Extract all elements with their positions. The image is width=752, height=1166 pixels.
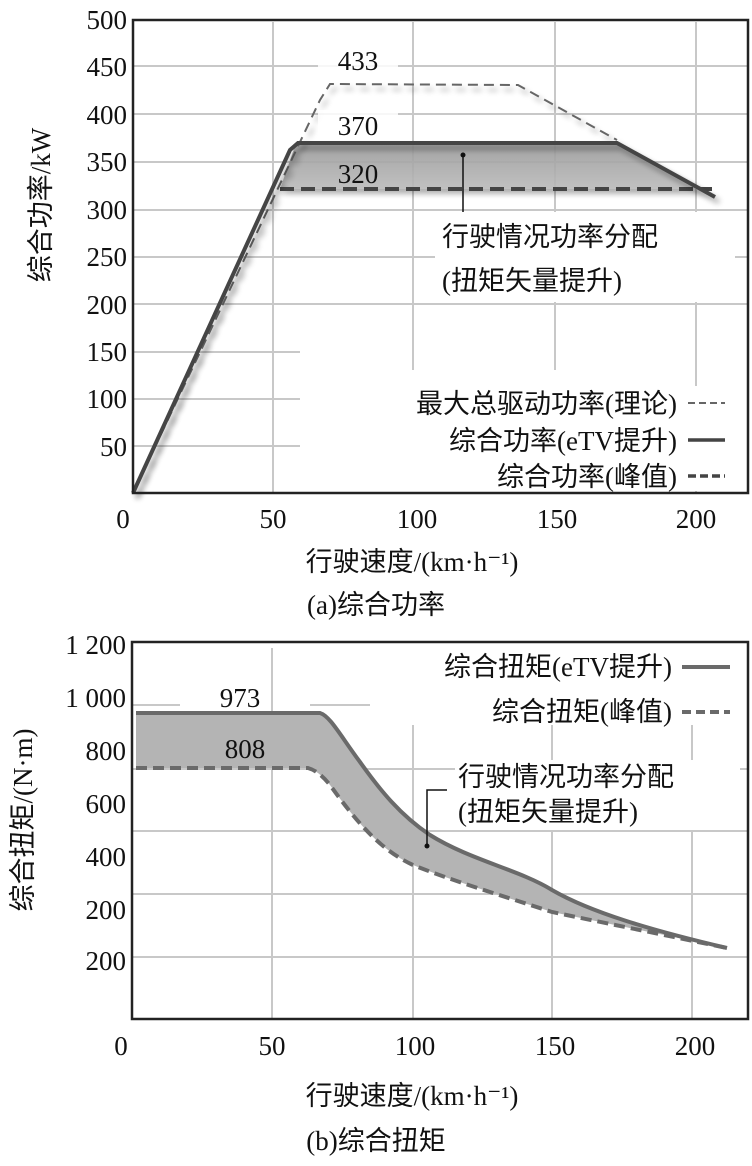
legend-peak-torque: 综合扭矩(峰值): [492, 697, 672, 727]
chart-b-caption: (b)综合扭矩: [306, 1126, 445, 1156]
legend-theoretical-max: 最大总驱动功率(理论): [416, 389, 677, 419]
chart-a-annotation-line1: 行驶情况功率分配: [442, 222, 658, 252]
chart-a-label-370: 370: [338, 111, 379, 141]
chart-b-annotation-line1: 行驶情况功率分配: [458, 762, 674, 792]
svg-text:200: 200: [675, 1031, 716, 1061]
chart-b-y-ticks: 1 200 1 000 800 600 400 200 200: [65, 630, 126, 976]
svg-text:100: 100: [395, 1031, 436, 1061]
chart-a-annotation-line2: (扭矩矢量提升): [442, 266, 622, 296]
chart-a-x-axis-label: 行驶速度/(km·h⁻¹): [306, 547, 519, 577]
chart-a-y-axis-label: 综合功率/kW: [26, 127, 56, 282]
legend-peak: 综合功率(峰值): [497, 462, 677, 492]
svg-text:150: 150: [87, 337, 128, 367]
chart-b-y-axis-label: 综合扭矩/(N·m): [8, 729, 38, 912]
chart-a-x-ticks: 0 50 100 150 200: [116, 504, 716, 534]
chart-a: 433 370 320 行驶情况功率分配 (扭矩矢量提升) 最大总驱动功率(理论…: [26, 5, 750, 620]
chart-a-label-320: 320: [338, 159, 379, 189]
svg-text:50: 50: [260, 504, 287, 534]
chart-b-x-ticks: 0 50 100 150 200: [114, 1031, 715, 1061]
chart-a-y-ticks: 500 450 400 350 300 250 200 150 100 50: [87, 5, 128, 462]
svg-text:100: 100: [87, 384, 128, 414]
chart-a-plot-area: [131, 18, 750, 495]
svg-text:350: 350: [87, 147, 128, 177]
chart-b-annotation-line2: (扭矩矢量提升): [458, 797, 638, 827]
svg-text:300: 300: [87, 195, 128, 225]
chart-a-power-distribution-area: [280, 143, 712, 193]
chart-a-series-theoretical-max: [132, 82, 618, 494]
svg-text:600: 600: [86, 789, 127, 819]
chart-b-series-peak: [136, 766, 728, 950]
chart-a-annotation-marker: [460, 152, 466, 212]
chart-a-caption: (a)综合功率: [307, 590, 445, 620]
svg-text:150: 150: [537, 504, 578, 534]
svg-text:400: 400: [86, 842, 127, 872]
svg-text:250: 250: [87, 242, 128, 272]
chart-b-x-axis-label: 行驶速度/(km·h⁻¹): [306, 1081, 519, 1111]
svg-text:50: 50: [100, 432, 127, 462]
svg-text:1 200: 1 200: [65, 630, 126, 660]
svg-text:450: 450: [87, 52, 128, 82]
svg-text:0: 0: [116, 504, 130, 534]
svg-text:200: 200: [676, 504, 717, 534]
svg-text:200: 200: [86, 946, 127, 976]
svg-text:400: 400: [87, 100, 128, 130]
chart-b-legend: 综合扭矩(eTV提升) 综合扭矩(峰值): [370, 645, 745, 727]
chart-b-series-etv: [136, 711, 728, 950]
svg-text:100: 100: [397, 504, 438, 534]
legend-etv-torque: 综合扭矩(eTV提升): [444, 652, 672, 682]
chart-a-label-433: 433: [338, 46, 379, 76]
legend-etv: 综合功率(eTV提升): [449, 426, 677, 456]
svg-text:200: 200: [87, 290, 128, 320]
chart-b: 973 808 行驶情况功率分配 (扭矩矢量提升) 综合扭矩(eTV提升) 综合…: [8, 630, 750, 1156]
svg-text:1 000: 1 000: [65, 683, 126, 713]
chart-a-legend: 最大总驱动功率(理论) 综合功率(eTV提升) 综合功率(峰值): [320, 386, 746, 492]
svg-text:200: 200: [86, 895, 127, 925]
chart-b-label-808: 808: [225, 734, 266, 764]
chart-b-power-distribution-area: [136, 713, 727, 948]
chart-b-label-973: 973: [220, 683, 261, 713]
chart-b-annotation-marker: [424, 789, 447, 849]
chart-b-plot-area: [130, 640, 750, 1021]
chart-a-series-etv: [131, 141, 716, 494]
svg-text:500: 500: [87, 5, 128, 35]
svg-text:0: 0: [114, 1031, 128, 1061]
svg-text:150: 150: [535, 1031, 576, 1061]
svg-text:800: 800: [86, 736, 127, 766]
svg-text:50: 50: [259, 1031, 286, 1061]
